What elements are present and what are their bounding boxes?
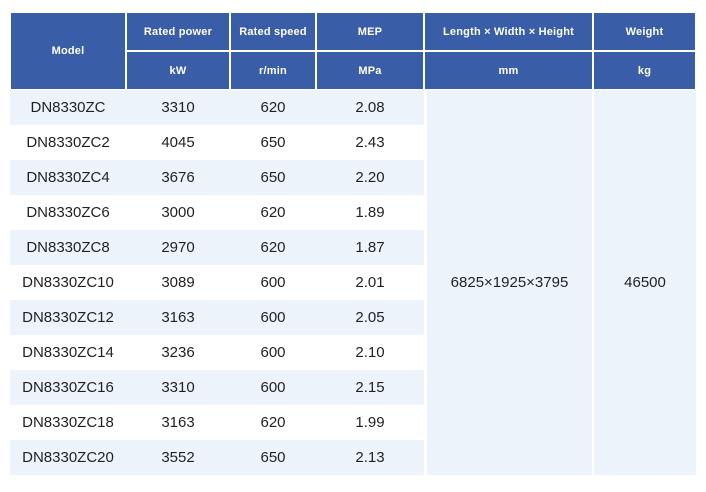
mep-cell: 2.10 xyxy=(355,344,385,361)
rated-speed-cell: 650 xyxy=(230,160,316,195)
mep-cell: 2.08 xyxy=(316,90,424,125)
table-row: DN8330ZC8 2970 620 1.87 xyxy=(10,230,696,265)
dimensions-merged-cell: 6825×1925×3795 xyxy=(424,90,593,475)
rated-speed-cell: 600 xyxy=(260,344,286,361)
model-cell: DN8330ZC8 xyxy=(10,230,126,265)
rated-power-cell: 2970 xyxy=(126,230,230,265)
engine-spec-table: Model Rated power Rated speed MEP Length… xyxy=(10,12,696,475)
rated-power-cell: 3552 xyxy=(126,440,230,475)
model-cell: DN8330ZC12 xyxy=(10,300,126,335)
mep-cell: 2.13 xyxy=(316,440,424,475)
model-cell: DN8330ZC16 xyxy=(10,370,126,405)
model-cell: DN8330ZC4 xyxy=(10,160,126,195)
mep-cell: 2.01 xyxy=(355,274,385,291)
table-row: DN8330ZC14 3236 600 2.10 xyxy=(10,335,696,370)
rated-power-cell: 3310 xyxy=(126,370,230,405)
col-unit-kg: kg xyxy=(593,51,696,90)
table-row: DN8330ZC12 3163 600 2.05 xyxy=(10,300,696,335)
rated-power-cell: 3000 xyxy=(161,204,195,221)
col-header-weight: Weight xyxy=(593,12,696,51)
rated-speed-cell: 650 xyxy=(260,134,286,151)
model-cell: DN8330ZC20 xyxy=(10,440,126,475)
col-header-mep: MEP xyxy=(316,12,424,51)
mep-cell: 1.99 xyxy=(355,414,385,431)
rated-power-cell: 3089 xyxy=(161,274,195,291)
rated-power-cell: 4045 xyxy=(161,134,195,151)
rated-speed-cell: 650 xyxy=(230,440,316,475)
col-unit-rpm: r/min xyxy=(230,51,316,90)
table-row: DN8330ZC 3310 620 2.08 6825×1925×3795 46500 xyxy=(10,90,696,475)
mep-cell: 2.20 xyxy=(316,160,424,195)
rated-speed-cell: 620 xyxy=(230,230,316,265)
mep-cell: 1.87 xyxy=(316,230,424,265)
model-cell: DN8330ZC xyxy=(10,90,126,125)
mep-cell: 2.43 xyxy=(355,134,385,151)
rated-speed-cell: 600 xyxy=(230,300,316,335)
col-header-model: Model xyxy=(10,12,126,90)
table-row: DN8330ZC6 3000 620 1.89 xyxy=(10,195,696,230)
mep-cell: 2.15 xyxy=(316,370,424,405)
mep-cell: 1.89 xyxy=(355,204,385,221)
col-header-rated-power: Rated power xyxy=(126,12,230,51)
rated-power-cell: 3163 xyxy=(161,414,195,431)
rated-speed-cell: 620 xyxy=(230,90,316,125)
rated-speed-cell: 620 xyxy=(260,414,286,431)
table-row: DN8330ZC10 3089 600 2.01 xyxy=(10,265,696,300)
col-unit-mm: mm xyxy=(424,51,593,90)
model-cell: DN8330ZC18 xyxy=(22,414,114,431)
rated-power-cell: 3163 xyxy=(126,300,230,335)
rated-power-cell: 3310 xyxy=(126,90,230,125)
col-header-dimensions: Length × Width × Height xyxy=(424,12,593,51)
model-cell: DN8330ZC6 xyxy=(26,204,110,221)
rated-power-cell: 3236 xyxy=(161,344,195,361)
rated-speed-cell: 600 xyxy=(260,274,286,291)
rated-power-cell: 3676 xyxy=(126,160,230,195)
col-unit-mpa: MPa xyxy=(316,51,424,90)
spec-table-header: Model Rated power Rated speed MEP Length… xyxy=(10,12,696,90)
table-row: DN8330ZC4 3676 650 2.20 xyxy=(10,160,696,195)
table-row: DN8330ZC18 3163 620 1.99 xyxy=(10,405,696,440)
col-header-rated-speed: Rated speed xyxy=(230,12,316,51)
rated-speed-cell: 600 xyxy=(230,370,316,405)
model-cell: DN8330ZC14 xyxy=(22,344,114,361)
weight-merged-cell: 46500 xyxy=(593,90,696,475)
spec-table-body: DN8330ZC 3310 620 2.08 6825×1925×3795 46500 DN… xyxy=(10,90,696,475)
table-row: DN8330ZC20 3552 650 2.13 xyxy=(10,440,696,475)
model-cell: DN8330ZC2 xyxy=(26,134,110,151)
table-row: DN8330ZC2 4045 650 2.43 xyxy=(10,125,696,160)
model-cell: DN8330ZC10 xyxy=(22,274,114,291)
col-unit-kw: kW xyxy=(126,51,230,90)
mep-cell: 2.05 xyxy=(316,300,424,335)
table-row: DN8330ZC16 3310 600 2.15 xyxy=(10,370,696,405)
rated-speed-cell: 620 xyxy=(260,204,286,221)
